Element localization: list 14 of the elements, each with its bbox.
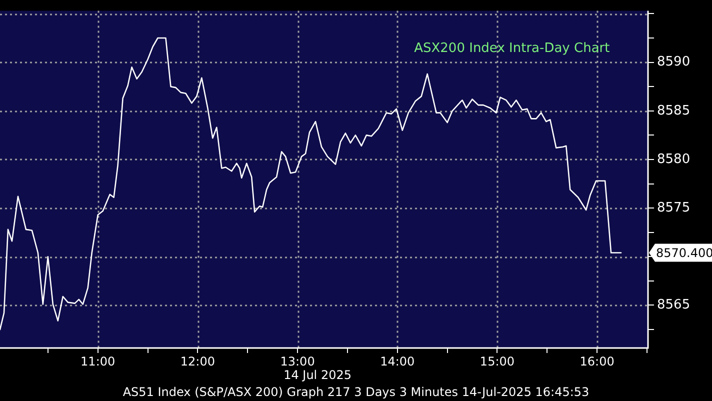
y-tick-label: 8575 [657, 200, 690, 216]
x-tick-label: 13:00 [280, 354, 315, 368]
x-tick-label: 14:00 [380, 354, 415, 368]
x-tick-label: 12:00 [180, 354, 215, 368]
x-tick-label: 11:00 [80, 354, 116, 368]
x-tick-label: 16:00 [580, 354, 614, 368]
y-tick-label: 8585 [657, 103, 690, 118]
y-tick-label: 8590 [657, 54, 690, 70]
y-tick-label: 8580 [657, 152, 690, 167]
text: ASX200 Index Intra-Day Chart [414, 41, 610, 56]
text: AS51 Index (S&P/ASX 200) Graph 217 3 Days 3 Minutes 14-Jul-2025 16:45:53 [122, 385, 590, 400]
x-axis-title: 14 Jul 2025 [284, 368, 352, 382]
x-tick-label: 15:00 [480, 354, 515, 368]
y-tick-label: 8565 [657, 298, 690, 313]
